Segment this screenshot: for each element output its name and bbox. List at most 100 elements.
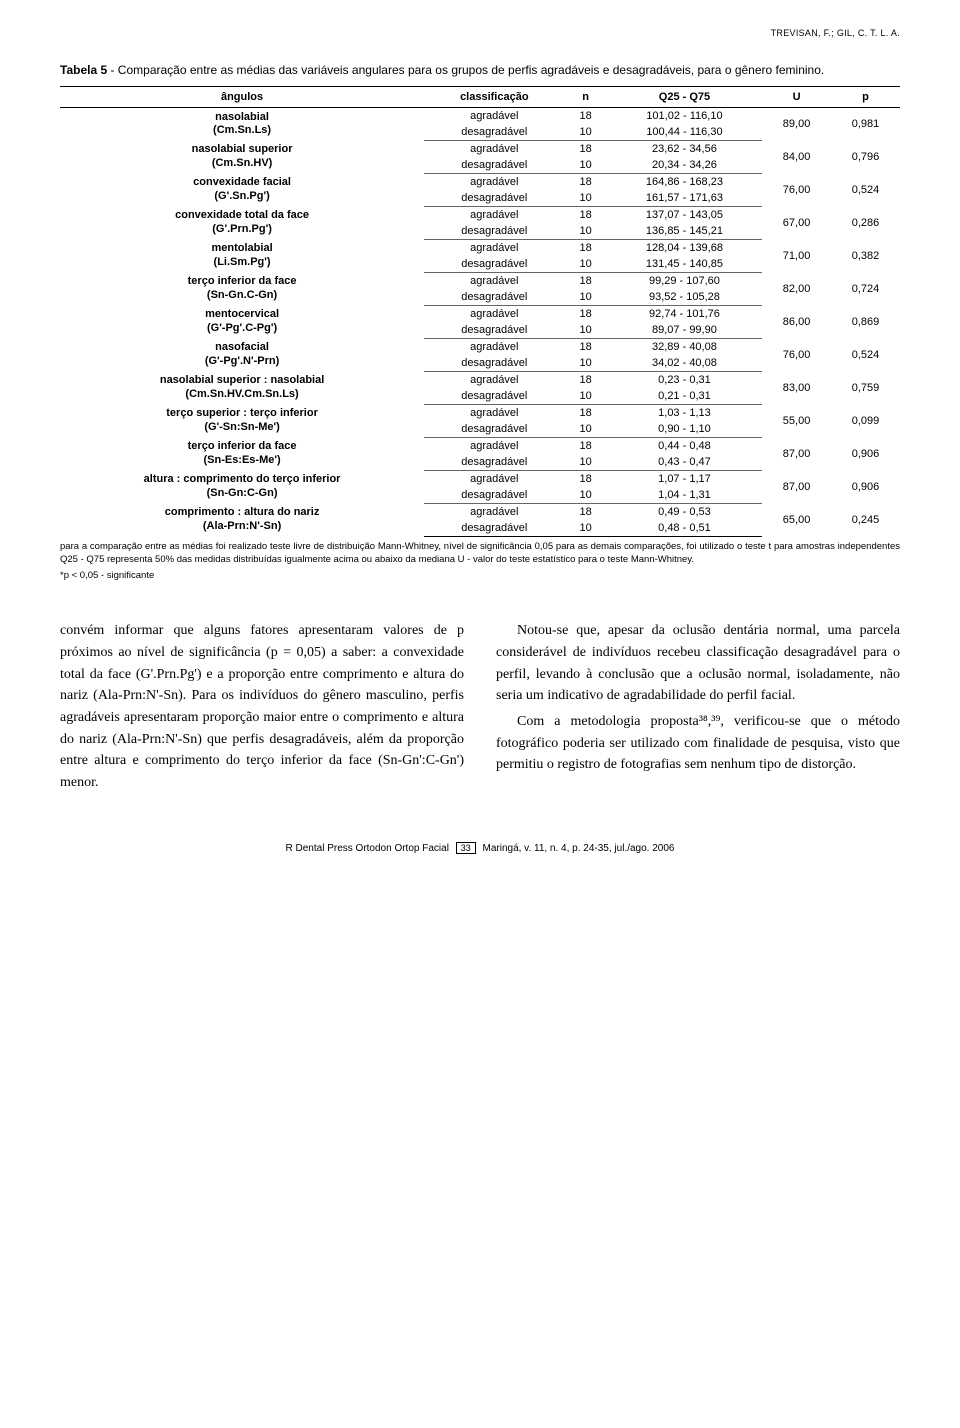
p-cell: 0,382 (831, 240, 900, 273)
p-cell: 0,245 (831, 504, 900, 537)
angle-cell: nasolabial superior(Cm.Sn.HV) (60, 141, 424, 174)
table-row: altura : comprimento do terço inferior(S… (60, 471, 900, 488)
class-cell: agradável (424, 174, 564, 191)
p-cell: 0,981 (831, 108, 900, 141)
q-cell: 128,04 - 139,68 (607, 240, 762, 257)
n-cell: 18 (565, 108, 607, 125)
n-cell: 18 (565, 471, 607, 488)
p-cell: 0,524 (831, 174, 900, 207)
q-cell: 1,04 - 1,31 (607, 487, 762, 504)
u-cell: 86,00 (762, 306, 831, 339)
n-cell: 18 (565, 141, 607, 158)
q-cell: 100,44 - 116,30 (607, 124, 762, 141)
table-row: convexidade facial(G'.Sn.Pg')agradável18… (60, 174, 900, 191)
angle-cell: terço inferior da face(Sn-Es:Es-Me') (60, 438, 424, 471)
n-cell: 18 (565, 504, 607, 521)
u-cell: 65,00 (762, 504, 831, 537)
table-caption-bold: Tabela 5 (60, 63, 107, 77)
q-cell: 23,62 - 34,56 (607, 141, 762, 158)
angle-cell: convexidade total da face(G'.Prn.Pg') (60, 207, 424, 240)
table-footnote: para a comparação entre as médias foi re… (60, 541, 900, 566)
col-angulos: ângulos (60, 87, 424, 108)
col-n: n (565, 87, 607, 108)
table-row: nasolabial(Cm.Sn.Ls)agradável18101,02 - … (60, 108, 900, 125)
q-cell: 0,49 - 0,53 (607, 504, 762, 521)
class-cell: desagradável (424, 454, 564, 471)
u-cell: 82,00 (762, 273, 831, 306)
class-cell: desagradável (424, 421, 564, 438)
table-row: nasofacial(G'-Pg'.N'-Prn)agradável1832,8… (60, 339, 900, 356)
p-cell: 0,759 (831, 372, 900, 405)
q-cell: 92,74 - 101,76 (607, 306, 762, 323)
body-right-p2: Com a metodologia proposta³⁸,³⁹, verific… (496, 711, 900, 776)
body-right-p1: Notou-se que, apesar da oclusão dentária… (496, 620, 900, 707)
q-cell: 101,02 - 116,10 (607, 108, 762, 125)
q-cell: 0,48 - 0,51 (607, 520, 762, 537)
table-row: nasolabial superior(Cm.Sn.HV)agradável18… (60, 141, 900, 158)
u-cell: 67,00 (762, 207, 831, 240)
footer-page-number: 33 (456, 842, 476, 854)
class-cell: desagradável (424, 289, 564, 306)
q-cell: 34,02 - 40,08 (607, 355, 762, 372)
n-cell: 10 (565, 289, 607, 306)
angle-cell: nasofacial(G'-Pg'.N'-Prn) (60, 339, 424, 372)
q-cell: 0,43 - 0,47 (607, 454, 762, 471)
angle-cell: nasolabial(Cm.Sn.Ls) (60, 108, 424, 141)
angle-cell: nasolabial superior : nasolabial(Cm.Sn.H… (60, 372, 424, 405)
class-cell: agradável (424, 438, 564, 455)
n-cell: 10 (565, 157, 607, 174)
table-row: terço inferior da face(Sn-Gn.C-Gn)agradá… (60, 273, 900, 290)
u-cell: 87,00 (762, 471, 831, 504)
q-cell: 0,90 - 1,10 (607, 421, 762, 438)
class-cell: desagradável (424, 487, 564, 504)
footer-journal: R Dental Press Ortodon Ortop Facial (286, 843, 449, 854)
p-cell: 0,906 (831, 438, 900, 471)
class-cell: agradável (424, 504, 564, 521)
q-cell: 161,57 - 171,63 (607, 190, 762, 207)
q-cell: 1,03 - 1,13 (607, 405, 762, 422)
n-cell: 10 (565, 256, 607, 273)
class-cell: agradável (424, 405, 564, 422)
table-row: nasolabial superior : nasolabial(Cm.Sn.H… (60, 372, 900, 389)
class-cell: desagradável (424, 520, 564, 537)
n-cell: 10 (565, 520, 607, 537)
table-footnote-sig: *p < 0,05 - significante (60, 570, 900, 582)
q-cell: 99,29 - 107,60 (607, 273, 762, 290)
q-cell: 136,85 - 145,21 (607, 223, 762, 240)
class-cell: agradável (424, 108, 564, 125)
q-cell: 0,21 - 0,31 (607, 388, 762, 405)
angle-cell: mentocervical(G'-Pg'.C-Pg') (60, 306, 424, 339)
table-row: mentolabial(Li.Sm.Pg')agradável18128,04 … (60, 240, 900, 257)
col-classificacao: classificação (424, 87, 564, 108)
q-cell: 32,89 - 40,08 (607, 339, 762, 356)
p-cell: 0,796 (831, 141, 900, 174)
class-cell: desagradável (424, 190, 564, 207)
n-cell: 10 (565, 487, 607, 504)
p-cell: 0,724 (831, 273, 900, 306)
table-caption-rest: - Comparação entre as médias das variáve… (107, 63, 824, 77)
q-cell: 89,07 - 99,90 (607, 322, 762, 339)
n-cell: 18 (565, 273, 607, 290)
n-cell: 10 (565, 421, 607, 438)
table-row: convexidade total da face(G'.Prn.Pg')agr… (60, 207, 900, 224)
running-head: TREVISAN, F.; GIL, C. T. L. A. (60, 28, 900, 38)
u-cell: 71,00 (762, 240, 831, 273)
page-footer: R Dental Press Ortodon Ortop Facial 33 M… (60, 842, 900, 854)
n-cell: 10 (565, 355, 607, 372)
table-row: terço superior : terço inferior(G'-Sn:Sn… (60, 405, 900, 422)
class-cell: agradável (424, 273, 564, 290)
class-cell: desagradável (424, 256, 564, 273)
p-cell: 0,869 (831, 306, 900, 339)
n-cell: 18 (565, 207, 607, 224)
table-row: mentocervical(G'-Pg'.C-Pg')agradável1892… (60, 306, 900, 323)
n-cell: 18 (565, 339, 607, 356)
angle-cell: mentolabial(Li.Sm.Pg') (60, 240, 424, 273)
n-cell: 18 (565, 438, 607, 455)
q-cell: 0,23 - 0,31 (607, 372, 762, 389)
angle-cell: terço inferior da face(Sn-Gn.C-Gn) (60, 273, 424, 306)
n-cell: 10 (565, 190, 607, 207)
class-cell: agradável (424, 207, 564, 224)
n-cell: 10 (565, 124, 607, 141)
class-cell: desagradável (424, 124, 564, 141)
class-cell: desagradável (424, 355, 564, 372)
